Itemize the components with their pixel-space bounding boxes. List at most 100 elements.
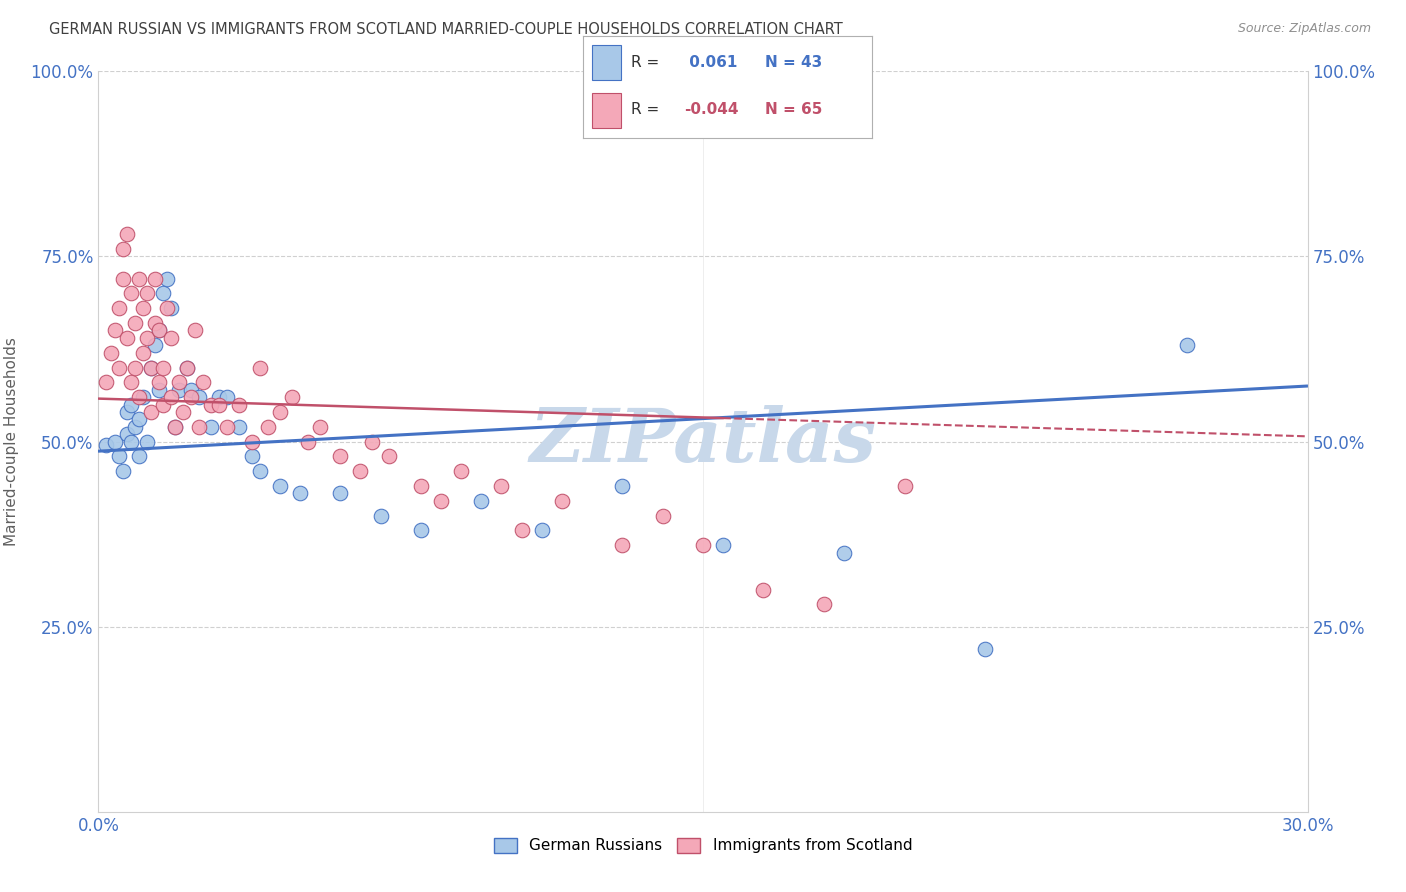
FancyBboxPatch shape <box>592 45 621 79</box>
Point <box>309 419 332 434</box>
Point <box>115 427 138 442</box>
Point <box>217 419 239 434</box>
Point <box>103 324 125 338</box>
Point <box>208 390 231 404</box>
Text: 0.061: 0.061 <box>685 54 738 70</box>
Point <box>128 450 150 464</box>
Point <box>128 271 150 285</box>
Point <box>752 582 775 597</box>
Point <box>120 286 142 301</box>
Point <box>377 450 399 464</box>
Point <box>711 538 734 552</box>
Point <box>269 479 291 493</box>
Point <box>111 464 134 478</box>
Point <box>256 419 278 434</box>
Text: -0.044: -0.044 <box>685 102 740 117</box>
Point <box>692 538 714 552</box>
Point <box>135 331 157 345</box>
Point <box>132 345 155 359</box>
Point <box>120 434 142 449</box>
Point <box>103 434 125 449</box>
Point <box>124 360 146 375</box>
Point <box>651 508 673 523</box>
Point <box>148 324 170 338</box>
Point <box>96 438 118 452</box>
Point <box>269 405 291 419</box>
Point <box>491 479 513 493</box>
Point <box>409 479 432 493</box>
Point <box>120 398 142 412</box>
Point <box>148 324 170 338</box>
Text: R =: R = <box>631 102 659 117</box>
Point <box>135 434 157 449</box>
Point <box>893 479 915 493</box>
Point <box>450 464 472 478</box>
Point <box>156 271 179 285</box>
Point <box>329 450 352 464</box>
Point <box>139 405 162 419</box>
Point <box>115 405 138 419</box>
Point <box>409 524 432 538</box>
Point <box>188 419 211 434</box>
Point <box>100 345 122 359</box>
Point <box>143 316 166 330</box>
Point <box>139 360 162 375</box>
Y-axis label: Married-couple Households: Married-couple Households <box>4 337 20 546</box>
Point <box>148 383 170 397</box>
Point <box>193 376 215 390</box>
Point <box>139 360 162 375</box>
Text: Source: ZipAtlas.com: Source: ZipAtlas.com <box>1237 22 1371 36</box>
Point <box>200 419 222 434</box>
Point <box>160 301 183 316</box>
Point <box>832 546 855 560</box>
FancyBboxPatch shape <box>592 93 621 128</box>
Point <box>184 324 207 338</box>
Text: N = 43: N = 43 <box>765 54 823 70</box>
Point <box>120 376 142 390</box>
Point <box>510 524 533 538</box>
Text: N = 65: N = 65 <box>765 102 823 117</box>
Point <box>124 316 146 330</box>
Point <box>96 376 118 390</box>
Point <box>370 508 392 523</box>
Point <box>128 412 150 426</box>
Point <box>974 641 997 656</box>
Point <box>612 538 634 552</box>
Point <box>107 301 129 316</box>
Point <box>240 450 263 464</box>
Point <box>249 464 271 478</box>
Point <box>152 398 174 412</box>
Point <box>148 376 170 390</box>
Point <box>1175 338 1198 352</box>
Point <box>156 301 179 316</box>
Point <box>167 376 190 390</box>
Point <box>160 390 183 404</box>
Point <box>228 419 250 434</box>
Point <box>124 419 146 434</box>
Point <box>167 383 190 397</box>
Point <box>208 398 231 412</box>
Point <box>163 419 186 434</box>
Text: R =: R = <box>631 54 659 70</box>
Point <box>361 434 384 449</box>
Text: ZIPatlas: ZIPatlas <box>530 405 876 478</box>
Point <box>135 286 157 301</box>
Point <box>200 398 222 412</box>
Point <box>288 486 311 500</box>
Point <box>530 524 553 538</box>
Point <box>240 434 263 449</box>
Point <box>612 479 634 493</box>
Point <box>111 242 134 256</box>
Point <box>115 227 138 242</box>
Point <box>228 398 250 412</box>
Point <box>281 390 304 404</box>
Point <box>143 338 166 352</box>
Point <box>176 360 198 375</box>
Point <box>430 493 453 508</box>
Point <box>115 331 138 345</box>
Point <box>188 390 211 404</box>
Point <box>349 464 371 478</box>
Point <box>152 286 174 301</box>
Legend: German Russians, Immigrants from Scotland: German Russians, Immigrants from Scotlan… <box>488 831 918 860</box>
Point <box>143 271 166 285</box>
